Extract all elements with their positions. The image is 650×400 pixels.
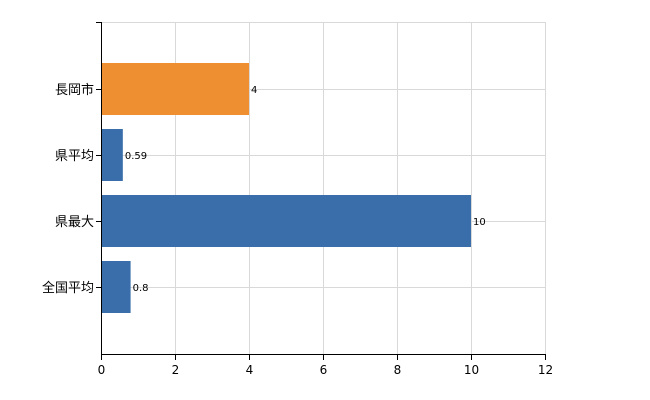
x-tick-label-4: 4 [246, 363, 254, 377]
data-label-4: 0.8 [133, 283, 149, 294]
bar-3 [101, 195, 471, 247]
x-tick-label-10: 10 [464, 363, 479, 377]
axis-layer [96, 22, 546, 360]
category-label-1: 長岡市 [55, 82, 94, 98]
category-label-2: 県平均 [55, 149, 94, 164]
bar-layer [101, 63, 471, 313]
x-tick-label-2: 2 [172, 363, 180, 377]
bar-4 [101, 261, 131, 313]
category-label-4: 全国平均 [42, 280, 94, 296]
x-tick-label-8: 8 [394, 363, 402, 377]
category-label-3: 県最大 [55, 215, 94, 230]
x-tick-label-6: 6 [320, 363, 328, 377]
bar-1 [101, 63, 249, 115]
data-label-2: 0.59 [125, 151, 147, 162]
x-tick-label-12: 12 [538, 363, 553, 377]
data-label-1: 4 [251, 85, 257, 96]
bar-2 [101, 129, 123, 181]
data-label-3: 10 [473, 217, 486, 228]
x-tick-label-0: 0 [98, 363, 106, 377]
